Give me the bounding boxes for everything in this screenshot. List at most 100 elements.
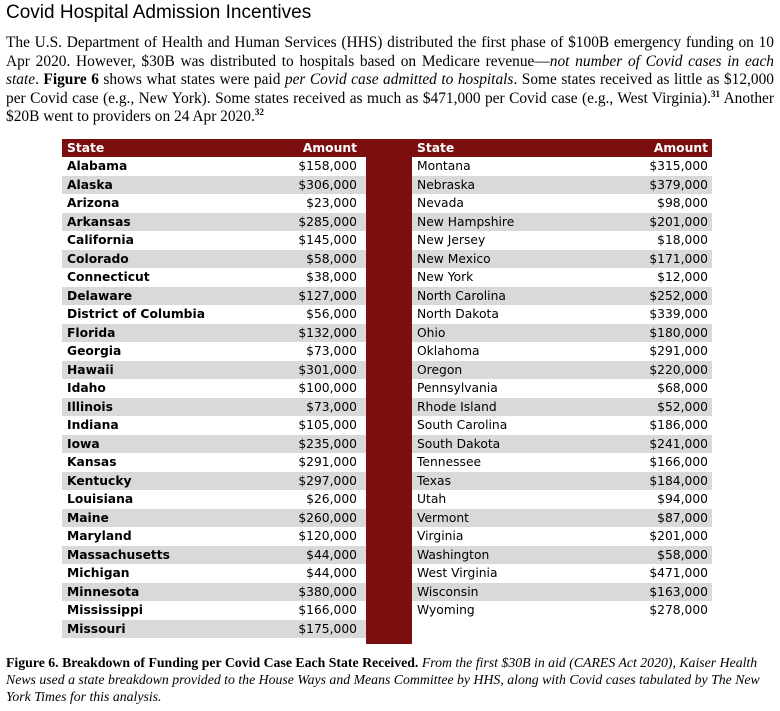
intro-text-3: shows what states were paid xyxy=(98,71,285,88)
state-amount: $380,000 xyxy=(298,584,357,599)
table-row: Illinois $73,000 xyxy=(62,397,366,416)
state-amount: $379,000 xyxy=(649,177,708,192)
state-name: Maine xyxy=(67,510,109,525)
table-row: Rhode Island $52,000 xyxy=(412,397,712,416)
table-row: Nevada $98,000 xyxy=(412,194,712,213)
intro-italic-1: not number of Covid cases in each state xyxy=(6,52,774,89)
table-row: Louisiana $26,000 xyxy=(62,490,366,509)
state-amount: $471,000 xyxy=(649,566,708,580)
table-row: Massachusetts $44,000 xyxy=(62,545,366,564)
table-row: North Carolina $252,000 xyxy=(412,286,712,305)
table-row: Oregon $220,000 xyxy=(412,360,712,379)
intro-text-4: . Some states received as little as $12,… xyxy=(6,71,774,107)
state-amount: $171,000 xyxy=(649,251,708,266)
table-row: Maine $260,000 xyxy=(62,508,366,527)
table-row: Nebraska $379,000 xyxy=(412,175,712,194)
table-row: Colorado $58,000 xyxy=(62,249,366,268)
footnote-ref-31: 31 xyxy=(710,88,720,99)
state-name: California xyxy=(67,233,134,247)
state-amount: $58,000 xyxy=(306,251,357,266)
intro-text-1: The U.S. Department of Health and Human … xyxy=(6,34,774,70)
table-row: Alaska $306,000 xyxy=(62,175,366,194)
table-row: Kansas $291,000 xyxy=(62,453,366,472)
table-row: Arizona $23,000 xyxy=(62,194,366,213)
state-amount: $291,000 xyxy=(649,344,708,358)
table-row: Montana $315,000 xyxy=(412,157,712,176)
table-row: Utah $94,000 xyxy=(412,490,712,509)
state-name: Colorado xyxy=(67,251,129,266)
state-amount: $26,000 xyxy=(306,492,357,506)
table-row: Ohio $180,000 xyxy=(412,323,712,342)
state-name: West Virginia xyxy=(417,566,498,580)
state-amount: $58,000 xyxy=(657,547,708,562)
table-row: Idaho $100,000 xyxy=(62,379,366,398)
state-name: Vermont xyxy=(417,510,469,525)
table-row: Pennsylvania $68,000 xyxy=(412,379,712,398)
state-amount: $278,000 xyxy=(649,603,708,617)
state-amount: $94,000 xyxy=(657,492,708,506)
state-name: Utah xyxy=(417,492,447,506)
state-name: North Dakota xyxy=(417,307,499,321)
state-name: Mississippi xyxy=(67,603,143,617)
state-amount: $73,000 xyxy=(306,344,357,358)
table-row: New Jersey $18,000 xyxy=(412,231,712,250)
state-name: New Hampshire xyxy=(417,214,515,229)
state-name: Wisconsin xyxy=(417,584,479,599)
table-row: Wisconsin $163,000 xyxy=(412,582,712,601)
table-row: Hawaii $301,000 xyxy=(62,360,366,379)
table-row: New York $12,000 xyxy=(412,268,712,287)
intro-paragraph: The U.S. Department of Health and Human … xyxy=(6,34,774,127)
state-amount: $285,000 xyxy=(298,214,357,229)
state-amount: $127,000 xyxy=(298,288,357,303)
table-row: Tennessee $166,000 xyxy=(412,453,712,472)
table-row: Virginia $201,000 xyxy=(412,527,712,546)
state-name: Wyoming xyxy=(417,603,475,617)
state-name: Florida xyxy=(67,325,116,340)
table-row: Missouri $175,000 xyxy=(62,619,366,638)
state-amount: $38,000 xyxy=(306,270,357,284)
state-amount: $145,000 xyxy=(298,233,357,247)
table-row: Maryland $120,000 xyxy=(62,527,366,546)
state-name: Delaware xyxy=(67,288,133,303)
state-name: Iowa xyxy=(67,436,100,451)
state-amount: $12,000 xyxy=(657,270,708,284)
state-name: Louisiana xyxy=(67,492,134,506)
state-name: Montana xyxy=(417,159,471,173)
state-amount: $260,000 xyxy=(298,510,357,525)
state-name: District of Columbia xyxy=(67,307,205,321)
state-name: Connecticut xyxy=(67,270,150,284)
state-name: South Carolina xyxy=(417,418,508,432)
state-amount: $163,000 xyxy=(649,584,708,599)
state-amount: $175,000 xyxy=(298,621,357,636)
state-name: Arkansas xyxy=(67,214,131,229)
state-name: New Mexico xyxy=(417,251,491,266)
state-name: Hawaii xyxy=(67,362,114,377)
state-name: Washington xyxy=(417,547,490,562)
table-row: New Hampshire $201,000 xyxy=(412,212,712,231)
state-name: Ohio xyxy=(417,325,446,340)
table-row: South Carolina $186,000 xyxy=(412,416,712,435)
state-name: New Jersey xyxy=(417,233,486,247)
intro-text-2: . xyxy=(35,71,44,88)
intro-text-5: Another $20B went to providers on 24 Apr… xyxy=(6,89,774,126)
state-amount: $105,000 xyxy=(298,418,357,432)
table-row: South Dakota $241,000 xyxy=(412,434,712,453)
state-amount: $87,000 xyxy=(657,510,708,525)
column-divider xyxy=(366,139,412,644)
state-amount: $180,000 xyxy=(649,325,708,340)
state-amount: $201,000 xyxy=(649,529,708,543)
state-name: South Dakota xyxy=(417,436,501,451)
state-name: Maryland xyxy=(67,529,132,543)
figure-caption: Figure 6. Breakdown of Funding per Covid… xyxy=(6,654,774,705)
left-table-header: State Amount xyxy=(62,139,366,157)
state-amount: $100,000 xyxy=(298,381,357,395)
state-amount: $186,000 xyxy=(649,418,708,432)
right-amount-header: Amount xyxy=(653,141,708,155)
state-amount: $73,000 xyxy=(306,399,357,414)
table-row: Kentucky $297,000 xyxy=(62,471,366,490)
right-state-header: State xyxy=(417,141,455,155)
caption-title: Figure 6. Breakdown of Funding per Covid… xyxy=(6,655,419,670)
state-amount: $339,000 xyxy=(649,307,708,321)
table-row: Texas $184,000 xyxy=(412,471,712,490)
left-amount-header: Amount xyxy=(302,141,357,155)
